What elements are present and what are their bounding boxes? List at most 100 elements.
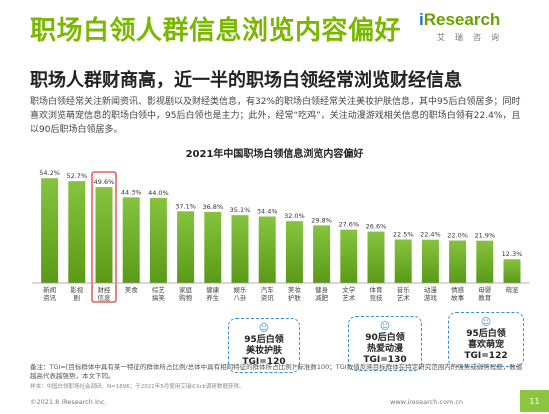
bar	[313, 225, 331, 283]
bar	[177, 211, 195, 283]
category-label: 美妆	[288, 285, 302, 294]
category-label: 母婴	[478, 286, 492, 294]
bar	[394, 239, 412, 283]
bar	[449, 240, 467, 283]
category-label: 萌宠	[506, 285, 520, 294]
bar	[503, 259, 521, 283]
logo-subtitle: 艾瑞咨询	[437, 33, 509, 42]
category-label: 信息	[98, 293, 112, 302]
person-icon: ☺	[379, 321, 391, 332]
bar-value-label: 37.1%	[175, 202, 196, 210]
bar	[340, 229, 358, 283]
callout-anime-tgi: ☺ 90后白领 热爱动漫 TGI=130	[348, 316, 422, 371]
callout-line1: 95后白领	[466, 329, 506, 339]
footnote: 备注：TGI=[目标群体中具有某一特征的群体所占比例/总体中具有相同特征的群体所…	[30, 363, 523, 380]
category-label: 体育	[370, 285, 384, 294]
logo-word: Research	[423, 10, 501, 29]
category-label: 教育	[478, 293, 492, 302]
bar-value-label: 44.0%	[148, 189, 169, 197]
bar-value-label: 52.7%	[66, 172, 87, 180]
category-label: 健身	[315, 285, 329, 294]
bar	[204, 211, 222, 283]
bar-value-label: 26.6%	[366, 223, 387, 231]
callout-pets-tgi: ☺ 95后白领 喜欢萌宠 TGI=122	[448, 312, 524, 367]
bar-value-label: 44.3%	[121, 188, 142, 196]
category-label: 购物	[179, 293, 193, 302]
bar-value-label: 49.6%	[94, 178, 115, 186]
bar-value-label: 35.1%	[230, 206, 251, 214]
person-icon: ☺	[480, 317, 492, 328]
page-title: 职场白领人群信息浏览内容偏好	[30, 16, 402, 46]
bar	[285, 221, 303, 283]
callout-line3: TGI=122	[464, 351, 508, 361]
category-label: 情感	[451, 285, 465, 294]
callout-line3: TGI=120	[242, 357, 286, 367]
callout-line2: 热爱动漫	[366, 344, 403, 354]
person-icon: ☺	[258, 323, 270, 334]
category-label: 剧	[74, 293, 81, 302]
bar-value-label: 34.4%	[257, 207, 278, 215]
body-text: 职场白领经常关注新闻资讯、影视剧以及财经类信息，有32%的职场白领经常关注美妆护…	[30, 97, 521, 135]
bar-value-label: 21.9%	[474, 232, 495, 240]
bar-value-label: 27.6%	[338, 221, 359, 229]
bar	[258, 216, 276, 283]
bar	[476, 240, 494, 283]
bar	[68, 181, 86, 283]
category-label: 资讯	[261, 293, 275, 302]
category-label: 汽车	[261, 285, 275, 294]
copyright: ©2021.8 iResearch Inc.	[30, 398, 107, 406]
bar	[95, 187, 113, 283]
bar-value-label: 22.4%	[420, 231, 441, 239]
callout-line3: TGI=130	[363, 355, 407, 365]
bar	[231, 215, 249, 283]
category-label: 美食	[125, 285, 139, 294]
category-label: 护肤	[288, 293, 302, 302]
highlight-frame	[91, 171, 117, 303]
bar	[149, 197, 167, 283]
bar-value-label: 36.8%	[202, 203, 223, 211]
bar-chart: 54.2%新闻资讯52.7%影视剧49.6%财经信息44.3%美食44.0%综艺…	[32, 169, 530, 303]
bar	[41, 178, 59, 283]
bar	[367, 231, 385, 283]
bar-value-label: 54.2%	[39, 169, 60, 177]
category-label: 新闻	[43, 285, 56, 294]
category-label: 娱乐	[234, 285, 248, 294]
source-note: 样本：中国白领职场社会调研，N=1896；于2021年5月使用艾瑞iClick调…	[30, 384, 245, 390]
category-label: 竞技	[370, 293, 384, 302]
category-label: 故事	[451, 293, 465, 302]
chart-title: 2021年中国职场白领信息浏览内容偏好	[185, 149, 364, 160]
bar-value-label: 29.8%	[311, 216, 332, 224]
subtitle: 职场人群财商高，近一半的职场白领经常浏览财经信息	[30, 70, 462, 91]
page-number: 11	[520, 390, 549, 412]
category-label: 八卦	[234, 293, 248, 302]
category-label: 游戏	[424, 293, 438, 302]
category-label: 艺术	[342, 293, 356, 302]
category-label: 文学	[342, 285, 356, 294]
category-label: 综艺	[152, 285, 166, 294]
website: www.iresearch.com.cn	[390, 398, 464, 406]
callout-line1: 90后白领	[365, 333, 405, 343]
category-label: 影视	[70, 285, 84, 294]
category-label: 资讯	[43, 293, 57, 302]
category-label: 艺术	[397, 293, 411, 302]
category-label: 家庭	[179, 285, 193, 294]
bar-value-label: 32.0%	[284, 212, 305, 220]
category-label: 健康	[206, 285, 220, 294]
bar	[122, 197, 140, 283]
category-label: 养生	[206, 293, 220, 302]
bar-value-label: 22.5%	[393, 231, 414, 239]
iresearch-logo: iResearch 艾瑞咨询	[419, 10, 529, 60]
category-label: 减肥	[315, 293, 329, 302]
bar-value-label: 12.3%	[502, 250, 523, 258]
category-label: 财经	[98, 285, 112, 294]
category-label: 搞笑	[152, 293, 166, 302]
logo-i-mark: i	[419, 10, 424, 29]
bar-value-label: 22.0%	[447, 231, 468, 239]
callout-line1: 95后白领	[244, 335, 284, 345]
bar	[421, 239, 439, 283]
callout-line2: 喜欢萌宠	[467, 340, 504, 350]
category-label: 动漫	[424, 285, 438, 294]
callout-beauty-tgi: ☺ 95后白领 美妆护肤 TGI=120	[228, 318, 300, 373]
callout-line2: 美妆护肤	[245, 346, 282, 356]
category-label: 音乐	[397, 285, 411, 294]
